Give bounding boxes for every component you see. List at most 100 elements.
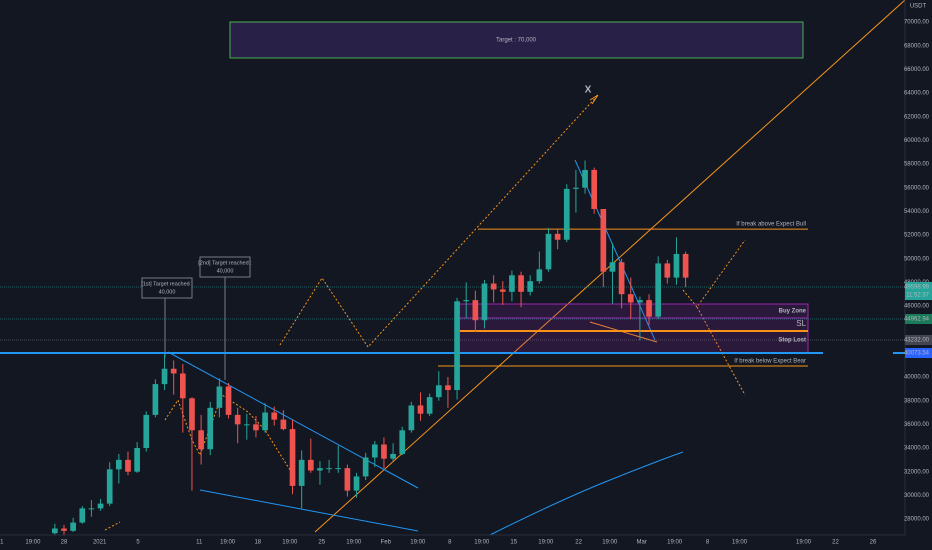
candle-body bbox=[682, 253, 689, 278]
candle-body bbox=[207, 407, 214, 450]
x-tick-label: 19:00 bbox=[410, 540, 426, 546]
x-tick-label: 19:00 bbox=[220, 540, 236, 546]
candle-body bbox=[61, 528, 67, 531]
candle-body bbox=[161, 368, 168, 385]
candle-body bbox=[362, 457, 369, 477]
candle-body bbox=[344, 468, 351, 491]
candle-body bbox=[609, 262, 616, 272]
y-tick-label: 50000.00 bbox=[904, 256, 930, 262]
candle-body bbox=[591, 169, 598, 209]
candle-body bbox=[97, 503, 104, 509]
candle-body bbox=[152, 384, 159, 415]
x-tick-label: 22 bbox=[832, 540, 839, 546]
candles bbox=[52, 160, 689, 536]
candle-body bbox=[399, 430, 406, 454]
candle-body bbox=[216, 386, 223, 408]
candle-body bbox=[518, 275, 524, 292]
projection-path bbox=[279, 94, 599, 348]
price-tag bbox=[905, 348, 932, 358]
y-tick-label: 66000.00 bbox=[904, 67, 930, 73]
candle-body bbox=[116, 459, 122, 470]
y-tick-label: 34000.00 bbox=[904, 446, 930, 452]
level-label: Buy Zone bbox=[779, 309, 807, 315]
y-tick-label: 56000.00 bbox=[904, 185, 930, 191]
wedge-line bbox=[574, 159, 656, 341]
level-label: SL bbox=[796, 319, 806, 328]
x-tick-label: 19:00 bbox=[602, 540, 618, 546]
channel-bottom bbox=[199, 489, 419, 532]
candle-body bbox=[627, 294, 634, 303]
y-tick-label: 68000.00 bbox=[904, 43, 930, 49]
x-tick-label: 22 bbox=[575, 540, 582, 546]
x-tick-label: 19:00 bbox=[346, 540, 362, 546]
y-tick-label: 58000.00 bbox=[904, 162, 930, 168]
candle-body bbox=[70, 522, 76, 531]
x-tick-label: 26 bbox=[870, 540, 877, 546]
x-tick-label: 19:00 bbox=[796, 540, 812, 546]
price-tag bbox=[905, 282, 932, 300]
y-tick-label: 28000.00 bbox=[904, 517, 930, 523]
callout-text: 40,000 bbox=[159, 289, 176, 295]
candle-body bbox=[381, 444, 387, 459]
y-tick-label: 52000.00 bbox=[904, 233, 930, 239]
price-tag bbox=[905, 335, 932, 345]
axes: 28000.00 30000.00 32000.00 34000.00 36000.00… bbox=[0, 20, 932, 546]
candle-body bbox=[646, 300, 652, 317]
candle-body bbox=[472, 300, 479, 321]
x-tick-label: 15 bbox=[510, 540, 517, 546]
candle-body bbox=[143, 414, 150, 449]
candle-body bbox=[262, 412, 268, 431]
candle-body bbox=[527, 281, 534, 292]
candle-body bbox=[317, 468, 323, 471]
x-tick-label: 19:00 bbox=[282, 540, 298, 546]
level-label: If break above Expect Bull bbox=[736, 222, 806, 228]
candle-body bbox=[536, 269, 543, 282]
candle-body bbox=[655, 263, 662, 317]
candle-body bbox=[408, 405, 415, 431]
candle-body bbox=[52, 528, 58, 534]
candle-body bbox=[125, 459, 131, 472]
x-tick-label: 19:00 bbox=[667, 540, 683, 546]
x-tick-label: 5 bbox=[136, 540, 140, 546]
y-tick-label: 62000.00 bbox=[904, 114, 930, 120]
y-tick-label: 60000.00 bbox=[904, 138, 930, 144]
candle-body bbox=[435, 385, 442, 398]
y-tick-label: 46000.00 bbox=[904, 304, 930, 310]
price-tag-label: 43232.00 bbox=[904, 338, 930, 344]
candle-body bbox=[600, 208, 607, 272]
candle-body bbox=[280, 419, 287, 430]
candle-body bbox=[673, 253, 680, 278]
x-tick-label: 8 bbox=[448, 540, 452, 546]
candle-body bbox=[79, 508, 86, 523]
candle-body bbox=[618, 262, 625, 295]
candle-body bbox=[664, 263, 671, 278]
candle-body bbox=[326, 468, 332, 470]
candle-body bbox=[243, 424, 250, 426]
x-tick-label: 19:00 bbox=[25, 540, 41, 546]
candle-body bbox=[179, 373, 186, 399]
candle-body bbox=[582, 169, 588, 188]
candle-body bbox=[573, 187, 579, 189]
x-tick-label: 8 bbox=[706, 540, 710, 546]
x-tick-label: 11 bbox=[196, 540, 203, 546]
candle-body bbox=[426, 397, 433, 414]
candle-body bbox=[353, 476, 360, 491]
x-tick-label: 19:00 bbox=[474, 540, 490, 546]
x-mark: X bbox=[585, 85, 592, 96]
candle-body bbox=[417, 405, 424, 414]
candle-body bbox=[307, 459, 314, 471]
moving-average bbox=[489, 451, 684, 536]
y-tick-label: 32000.00 bbox=[904, 469, 930, 475]
price-tag-label: 40073.54 bbox=[904, 351, 930, 357]
price-tag bbox=[905, 314, 932, 324]
candle-body bbox=[563, 188, 570, 240]
target-label: Target : 70,000 bbox=[496, 38, 537, 44]
y-tick-label: 64000.00 bbox=[904, 91, 930, 97]
x-tick-label: 1 bbox=[0, 540, 4, 546]
candle-body bbox=[554, 233, 561, 240]
x-tick-label: 2021 bbox=[93, 540, 107, 546]
candle-body bbox=[454, 301, 460, 391]
small-projection bbox=[104, 521, 121, 531]
